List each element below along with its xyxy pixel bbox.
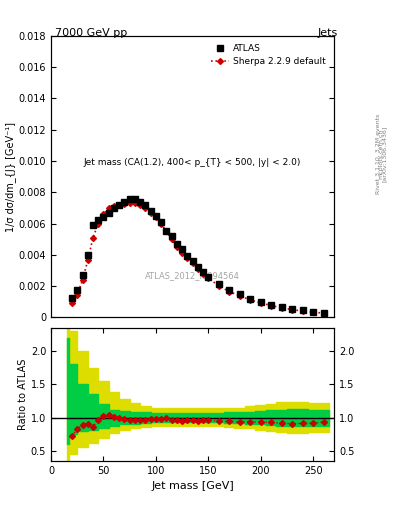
- Sherpa 2.2.9 default: [159, 221, 163, 227]
- Sherpa 2.2.9 default: [132, 200, 137, 206]
- ATLAS: [269, 302, 274, 308]
- Legend: ATLAS, Sherpa 2.2.9 default: ATLAS, Sherpa 2.2.9 default: [207, 40, 330, 70]
- ATLAS: [75, 287, 80, 293]
- ATLAS: [70, 295, 74, 301]
- Sherpa 2.2.9 default: [101, 211, 106, 217]
- Sherpa 2.2.9 default: [300, 308, 305, 314]
- Sherpa 2.2.9 default: [311, 309, 316, 315]
- Sherpa 2.2.9 default: [107, 205, 111, 211]
- ATLAS: [148, 208, 153, 214]
- ATLAS: [300, 307, 305, 313]
- Y-axis label: Ratio to ATLAS: Ratio to ATLAS: [18, 358, 28, 430]
- Sherpa 2.2.9 default: [248, 297, 253, 303]
- Sherpa 2.2.9 default: [117, 202, 121, 208]
- ATLAS: [321, 310, 326, 316]
- Sherpa 2.2.9 default: [258, 300, 263, 306]
- Sherpa 2.2.9 default: [174, 244, 179, 250]
- Text: Jets: Jets: [318, 28, 338, 38]
- Sherpa 2.2.9 default: [80, 277, 85, 283]
- ATLAS: [132, 196, 137, 202]
- ATLAS: [201, 269, 206, 275]
- ATLAS: [85, 252, 90, 258]
- Text: 7000 GeV pp: 7000 GeV pp: [55, 28, 127, 38]
- ATLAS: [159, 219, 163, 225]
- Sherpa 2.2.9 default: [91, 234, 95, 241]
- Sherpa 2.2.9 default: [148, 209, 153, 216]
- Sherpa 2.2.9 default: [85, 257, 90, 263]
- Sherpa 2.2.9 default: [190, 261, 195, 267]
- ATLAS: [190, 258, 195, 264]
- ATLAS: [237, 291, 242, 297]
- Sherpa 2.2.9 default: [96, 221, 101, 227]
- ATLAS: [143, 202, 148, 208]
- Text: [arXiv:1306.3436]: [arXiv:1306.3436]: [382, 125, 387, 182]
- ATLAS: [195, 264, 200, 270]
- Text: Rivet 3.1.10, 3.2M events: Rivet 3.1.10, 3.2M events: [376, 114, 381, 194]
- ATLAS: [311, 309, 316, 315]
- ATLAS: [290, 306, 294, 312]
- ATLAS: [127, 196, 132, 202]
- ATLAS: [91, 222, 95, 228]
- ATLAS: [117, 202, 121, 208]
- Sherpa 2.2.9 default: [164, 228, 169, 234]
- ATLAS: [138, 199, 143, 205]
- Sherpa 2.2.9 default: [201, 271, 206, 277]
- Text: Jet mass (CA(1.2), 400< p_{T} < 500, |y| < 2.0): Jet mass (CA(1.2), 400< p_{T} < 500, |y|…: [84, 158, 301, 167]
- Text: mcplots.cern.ch: mcplots.cern.ch: [378, 129, 383, 179]
- ATLAS: [279, 304, 284, 310]
- Sherpa 2.2.9 default: [180, 249, 184, 255]
- ATLAS: [206, 274, 211, 280]
- ATLAS: [107, 209, 111, 216]
- X-axis label: Jet mass [GeV]: Jet mass [GeV]: [151, 481, 234, 491]
- Line: ATLAS: ATLAS: [69, 196, 326, 315]
- ATLAS: [174, 241, 179, 247]
- ATLAS: [96, 218, 101, 224]
- ATLAS: [217, 281, 221, 287]
- ATLAS: [164, 227, 169, 233]
- Text: ATLAS_2012_I1094564: ATLAS_2012_I1094564: [145, 271, 240, 280]
- Sherpa 2.2.9 default: [138, 202, 143, 208]
- ATLAS: [258, 298, 263, 305]
- ATLAS: [169, 233, 174, 239]
- ATLAS: [185, 252, 190, 259]
- Y-axis label: 1/σ dσ/dm_{J} [GeV⁻¹]: 1/σ dσ/dm_{J} [GeV⁻¹]: [5, 122, 16, 231]
- ATLAS: [112, 205, 116, 211]
- ATLAS: [80, 272, 85, 279]
- ATLAS: [122, 199, 127, 205]
- ATLAS: [248, 295, 253, 302]
- Sherpa 2.2.9 default: [290, 307, 294, 313]
- Sherpa 2.2.9 default: [122, 201, 127, 207]
- Sherpa 2.2.9 default: [237, 293, 242, 299]
- Sherpa 2.2.9 default: [185, 255, 190, 261]
- Sherpa 2.2.9 default: [321, 310, 326, 316]
- Sherpa 2.2.9 default: [75, 292, 80, 298]
- Sherpa 2.2.9 default: [127, 200, 132, 206]
- ATLAS: [180, 246, 184, 252]
- Sherpa 2.2.9 default: [154, 214, 158, 220]
- Sherpa 2.2.9 default: [169, 236, 174, 242]
- ATLAS: [101, 214, 106, 220]
- Sherpa 2.2.9 default: [70, 300, 74, 306]
- ATLAS: [154, 212, 158, 219]
- Sherpa 2.2.9 default: [112, 203, 116, 209]
- Sherpa 2.2.9 default: [217, 283, 221, 289]
- Sherpa 2.2.9 default: [206, 275, 211, 282]
- Sherpa 2.2.9 default: [279, 305, 284, 311]
- Sherpa 2.2.9 default: [195, 266, 200, 272]
- Sherpa 2.2.9 default: [143, 205, 148, 211]
- Sherpa 2.2.9 default: [269, 303, 274, 309]
- ATLAS: [227, 287, 231, 293]
- Line: Sherpa 2.2.9 default: Sherpa 2.2.9 default: [70, 201, 326, 315]
- Sherpa 2.2.9 default: [227, 289, 231, 295]
